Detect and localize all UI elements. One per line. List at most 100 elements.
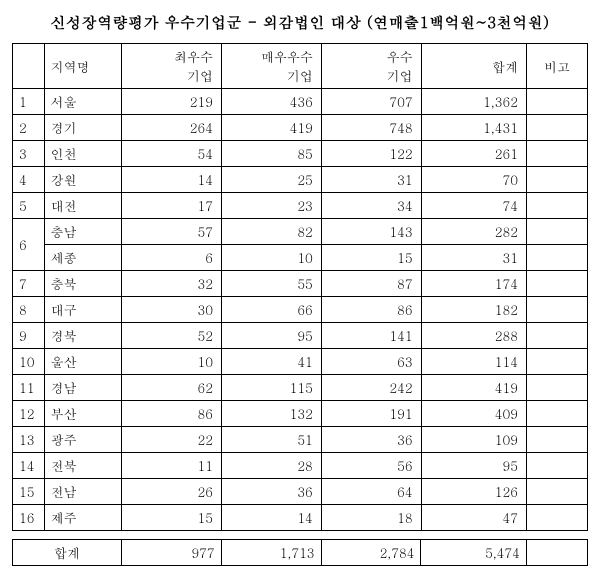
cell-sum: 126 — [421, 479, 526, 505]
cell-top: 62 — [122, 375, 222, 401]
cell-idx: 9 — [13, 323, 45, 349]
cell-sum: 47 — [421, 505, 526, 531]
table-row: 15전남263664126 — [13, 479, 588, 505]
cell-very: 51 — [222, 427, 322, 453]
cell-top: 57 — [122, 219, 222, 245]
cell-note — [526, 219, 587, 245]
cell-note — [526, 167, 587, 193]
header-region: 지역명 — [44, 44, 122, 89]
header-top: 최우수기업 — [122, 44, 222, 89]
cell-sum: 31 — [421, 245, 526, 271]
cell-idx: 3 — [13, 141, 45, 167]
cell-note — [526, 271, 587, 297]
cell-sum: 409 — [421, 401, 526, 427]
cell-very: 28 — [222, 453, 322, 479]
header-idx — [13, 44, 45, 89]
cell-sum: 182 — [421, 297, 526, 323]
cell-top: 14 — [122, 167, 222, 193]
cell-sum: 114 — [421, 349, 526, 375]
cell-very: 25 — [222, 167, 322, 193]
table-row: 14전북11285695 — [13, 453, 588, 479]
cell-note — [526, 505, 587, 531]
cell-note — [526, 193, 587, 219]
cell-region: 대전 — [44, 193, 122, 219]
cell-very: 82 — [222, 219, 322, 245]
table-row: 10울산104163114 — [13, 349, 588, 375]
cell-idx: 8 — [13, 297, 45, 323]
table-row: 3인천5485122261 — [13, 141, 588, 167]
cell-sum: 288 — [421, 323, 526, 349]
total-very: 1,713 — [221, 540, 321, 566]
cell-note — [526, 297, 587, 323]
cell-note — [526, 349, 587, 375]
cell-top: 11 — [122, 453, 222, 479]
cell-top: 26 — [122, 479, 222, 505]
table-row: 6충남5782143282 — [13, 219, 588, 245]
total-table: 합계 977 1,713 2,784 5,474 — [12, 539, 588, 566]
cell-idx: 1 — [13, 89, 45, 115]
cell-top: 264 — [122, 115, 222, 141]
table-row: 12부산86132191409 — [13, 401, 588, 427]
table-row: 2경기2644197481,431 — [13, 115, 588, 141]
header-very: 매우우수기업 — [222, 44, 322, 89]
cell-good: 141 — [321, 323, 421, 349]
header-sum: 합계 — [421, 44, 526, 89]
cell-good: 63 — [321, 349, 421, 375]
cell-very: 95 — [222, 323, 322, 349]
table-row: 16제주15141847 — [13, 505, 588, 531]
cell-good: 64 — [321, 479, 421, 505]
cell-very: 10 — [222, 245, 322, 271]
cell-top: 6 — [122, 245, 222, 271]
table-row: 1서울2194367071,362 — [13, 89, 588, 115]
table-row: 5대전17233474 — [13, 193, 588, 219]
cell-idx: 16 — [13, 505, 45, 531]
cell-very: 419 — [222, 115, 322, 141]
cell-region: 울산 — [44, 349, 122, 375]
cell-idx: 13 — [13, 427, 45, 453]
cell-top: 52 — [122, 323, 222, 349]
data-table: 지역명최우수기업매우우수기업우수기업합계비고 1서울2194367071,362… — [12, 43, 588, 531]
cell-region: 충남 — [44, 219, 122, 245]
cell-idx: 12 — [13, 401, 45, 427]
cell-sum: 74 — [421, 193, 526, 219]
table-row: 11경남62115242419 — [13, 375, 588, 401]
cell-sum: 1,431 — [421, 115, 526, 141]
cell-region: 광주 — [44, 427, 122, 453]
cell-note — [526, 479, 587, 505]
cell-sum: 70 — [421, 167, 526, 193]
table-row: 7충북325587174 — [13, 271, 588, 297]
cell-idx: 5 — [13, 193, 45, 219]
cell-good: 15 — [321, 245, 421, 271]
total-sum: 5,474 — [421, 540, 526, 566]
cell-note — [526, 323, 587, 349]
cell-sum: 174 — [421, 271, 526, 297]
cell-top: 86 — [122, 401, 222, 427]
cell-very: 36 — [222, 479, 322, 505]
cell-region: 경남 — [44, 375, 122, 401]
cell-region: 대구 — [44, 297, 122, 323]
page-title: 신성장역량평가 우수기업군 - 외감법인 대상 (연매출1백억원~3천억원) — [12, 12, 588, 33]
table-row: 4강원14253170 — [13, 167, 588, 193]
cell-region: 제주 — [44, 505, 122, 531]
cell-good: 122 — [321, 141, 421, 167]
cell-good: 143 — [321, 219, 421, 245]
cell-good: 707 — [321, 89, 421, 115]
cell-region: 세종 — [44, 245, 122, 271]
cell-sum: 282 — [421, 219, 526, 245]
cell-sum: 95 — [421, 453, 526, 479]
table-row: 세종6101531 — [13, 245, 588, 271]
cell-top: 219 — [122, 89, 222, 115]
cell-top: 10 — [122, 349, 222, 375]
total-top: 977 — [121, 540, 221, 566]
cell-top: 17 — [122, 193, 222, 219]
total-good: 2,784 — [321, 540, 421, 566]
cell-idx: 10 — [13, 349, 45, 375]
header-good: 우수기업 — [321, 44, 421, 89]
cell-very: 132 — [222, 401, 322, 427]
cell-very: 436 — [222, 89, 322, 115]
cell-sum: 1,362 — [421, 89, 526, 115]
total-note — [526, 540, 587, 566]
cell-note — [526, 115, 587, 141]
cell-note — [526, 245, 587, 271]
total-label: 합계 — [13, 540, 122, 566]
